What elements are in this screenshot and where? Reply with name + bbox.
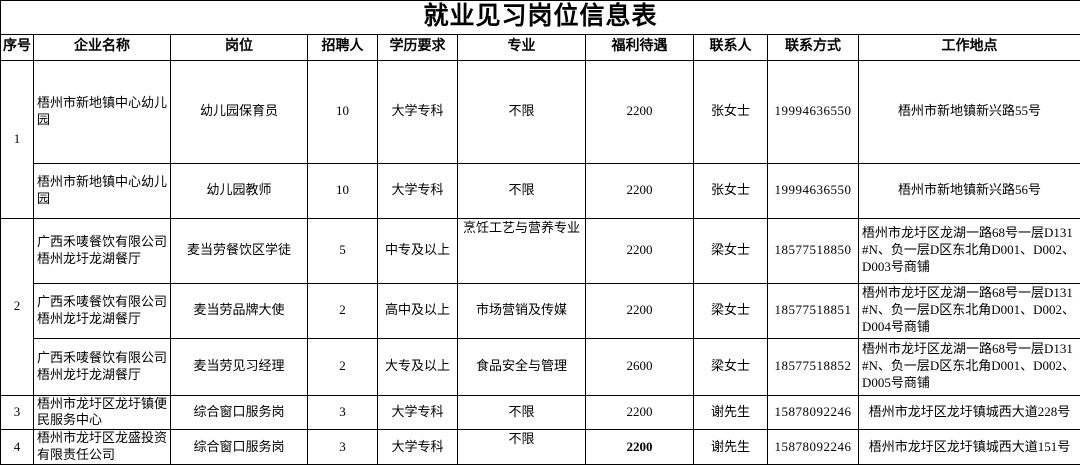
cell-major: 不限: [458, 163, 586, 218]
cell-contact: 梁女士: [694, 338, 768, 395]
cell-major: 不限: [458, 430, 586, 465]
cell-no: 4: [1, 430, 34, 465]
cell-major: 市场营销及传媒: [458, 283, 586, 338]
col-header-contact: 联系人: [694, 34, 768, 60]
cell-position: 麦当劳见习经理: [171, 338, 308, 395]
cell-education: 大专及以上: [378, 338, 458, 395]
cell-company: 梧州市新地镇中心幼儿园: [34, 163, 171, 218]
cell-position: 麦当劳餐饮区学徒: [171, 218, 308, 283]
cell-salary: 2200: [586, 218, 694, 283]
col-header-location: 工作地点: [859, 34, 1080, 60]
table-head: 就业见习岗位信息表 序号 企业名称 岗位 招聘人 学历要求 专业 福利待遇 联系…: [1, 1, 1080, 61]
cell-location: 梧州市龙圩区龙湖一路68号一层D131#N、负一层D区东北角D001、D002、…: [859, 218, 1080, 283]
cell-contact: 张女士: [694, 163, 768, 218]
cell-headcount: 10: [308, 60, 378, 163]
cell-salary: 2200: [586, 283, 694, 338]
col-header-position: 岗位: [171, 34, 308, 60]
cell-salary: 2200: [586, 60, 694, 163]
col-header-salary: 福利待遇: [586, 34, 694, 60]
col-header-no: 序号: [1, 34, 34, 60]
cell-position: 幼儿园教师: [171, 163, 308, 218]
cell-location: 梧州市龙圩区龙圩镇城西大道228号: [859, 395, 1080, 430]
cell-contact: 梁女士: [694, 218, 768, 283]
cell-education: 大学专科: [378, 163, 458, 218]
cell-education: 中专及以上: [378, 218, 458, 283]
cell-phone: 19994636550: [768, 163, 859, 218]
cell-company: 梧州市新地镇中心幼儿园: [34, 60, 171, 163]
cell-location: 梧州市龙圩区龙湖一路68号一层D131#N、负一层D区东北角D001、D002、…: [859, 283, 1080, 338]
cell-headcount: 5: [308, 218, 378, 283]
cell-salary: 2200: [586, 163, 694, 218]
header-row: 序号 企业名称 岗位 招聘人 学历要求 专业 福利待遇 联系人 联系方式 工作地…: [1, 34, 1080, 60]
cell-headcount: 10: [308, 163, 378, 218]
cell-headcount: 2: [308, 283, 378, 338]
col-header-phone: 联系方式: [768, 34, 859, 60]
cell-no: 2: [1, 218, 34, 395]
cell-phone: 15878092246: [768, 430, 859, 465]
cell-education: 大学专科: [378, 60, 458, 163]
cell-headcount: 2: [308, 338, 378, 395]
cell-contact: 谢先生: [694, 430, 768, 465]
cell-major: 不限: [458, 395, 586, 430]
col-header-major: 专业: [458, 34, 586, 60]
cell-contact: 谢先生: [694, 395, 768, 430]
cell-salary: 2200: [586, 395, 694, 430]
col-header-company: 企业名称: [34, 34, 171, 60]
cell-company: 广西禾唛餐饮有限公司梧州龙圩龙湖餐厅: [34, 218, 171, 283]
cell-headcount: 3: [308, 430, 378, 465]
cell-location: 梧州市龙圩区龙圩镇城西大道151号: [859, 430, 1080, 465]
cell-major: 烹饪工艺与营养专业: [458, 218, 586, 283]
col-header-headcount: 招聘人: [308, 34, 378, 60]
cell-salary: 2200: [586, 430, 694, 465]
cell-education: 高中及以上: [378, 283, 458, 338]
cell-company: 广西禾唛餐饮有限公司梧州龙圩龙湖餐厅: [34, 338, 171, 395]
cell-position: 综合窗口服务岗: [171, 395, 308, 430]
cell-location: 梧州市龙圩区龙湖一路68号一层D131#N、负一层D区东北角D001、D002、…: [859, 338, 1080, 395]
col-header-education: 学历要求: [378, 34, 458, 60]
cell-major: 不限: [458, 60, 586, 163]
title-row: 就业见习岗位信息表: [1, 1, 1080, 35]
cell-location: 梧州市新地镇新兴路56号: [859, 163, 1080, 218]
cell-phone: 18577518852: [768, 338, 859, 395]
page-title: 就业见习岗位信息表: [1, 1, 1080, 35]
cell-company: 梧州市龙圩区龙盛投资有限责任公司: [34, 430, 171, 465]
cell-phone: 19994636550: [768, 60, 859, 163]
cell-no: 1: [1, 60, 34, 218]
cell-headcount: 3: [308, 395, 378, 430]
cell-position: 综合窗口服务岗: [171, 430, 308, 465]
cell-location: 梧州市新地镇新兴路55号: [859, 60, 1080, 163]
cell-phone: 18577518851: [768, 283, 859, 338]
cell-position: 幼儿园保育员: [171, 60, 308, 163]
cell-contact: 张女士: [694, 60, 768, 163]
cell-education: 大学专科: [378, 430, 458, 465]
cell-company: 梧州市龙圩区龙圩镇便民服务中心: [34, 395, 171, 430]
cell-phone: 15878092246: [768, 395, 859, 430]
cell-contact: 梁女士: [694, 283, 768, 338]
cell-no: 3: [1, 395, 34, 430]
cell-education: 大学专科: [378, 395, 458, 430]
cell-major: 食品安全与管理: [458, 338, 586, 395]
cell-company: 广西禾唛餐饮有限公司梧州龙圩龙湖餐厅: [34, 283, 171, 338]
cell-phone: 18577518850: [768, 218, 859, 283]
cell-salary: 2600: [586, 338, 694, 395]
cell-position: 麦当劳品牌大使: [171, 283, 308, 338]
